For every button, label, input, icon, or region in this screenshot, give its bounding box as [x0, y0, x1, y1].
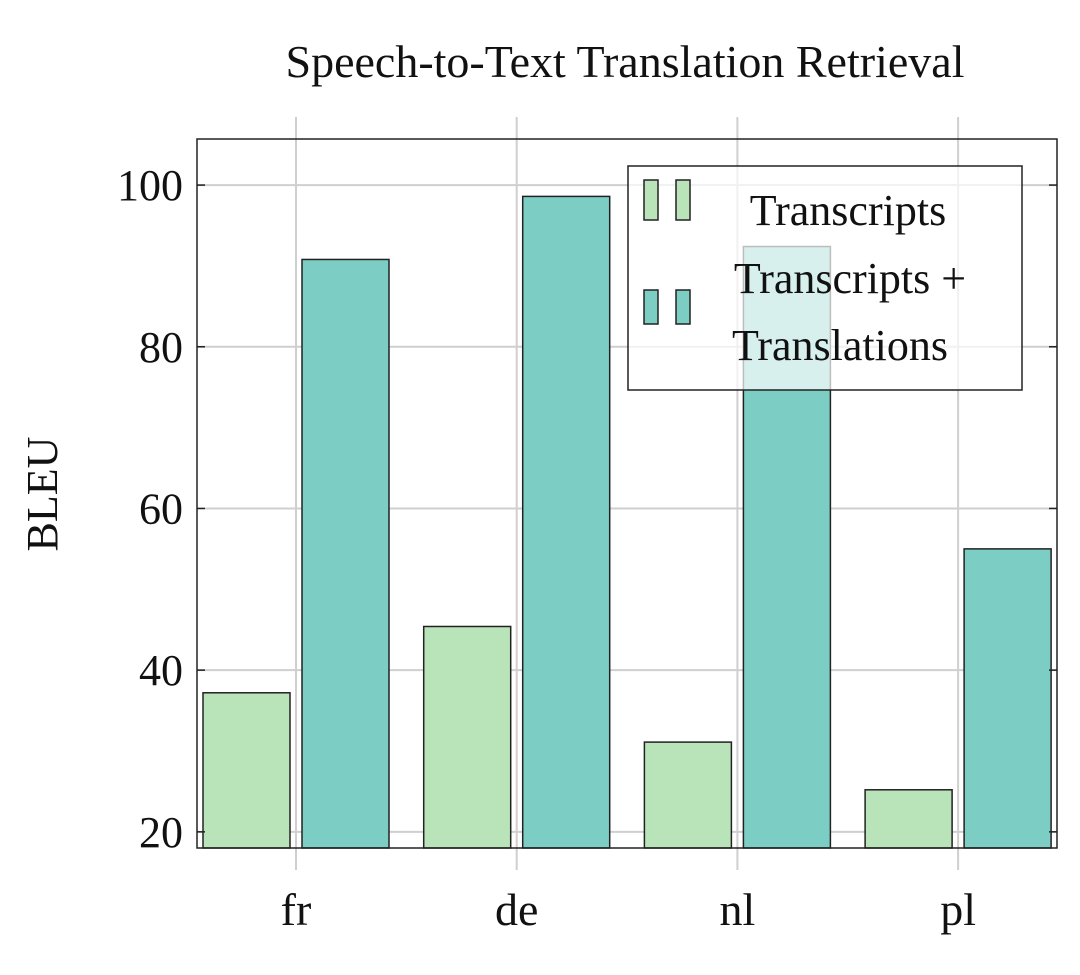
y-tick-label: 60: [139, 484, 183, 533]
bars: [202, 195, 1052, 849]
legend-swatch-translations: [643, 289, 659, 325]
bar-transcripts-pl: [864, 789, 953, 849]
bar-translations-pl: [963, 548, 1052, 849]
x-tick-label: fr: [281, 884, 312, 935]
legend-label-translations-line1: Transcripts +: [734, 254, 966, 303]
legend: Transcripts Transcripts + Translations: [627, 165, 1023, 391]
x-tick-label: nl: [720, 884, 756, 935]
bar-translations-de: [521, 195, 611, 849]
y-tick-label: 40: [139, 646, 183, 695]
y-axis-label: BLEU: [18, 437, 67, 552]
y-tick-label: 80: [139, 323, 183, 372]
legend-label-transcripts: Transcripts: [750, 186, 946, 235]
plot-frame: [196, 138, 1058, 849]
y-tick-label: 20: [139, 808, 183, 857]
legend-swatch-transcripts: [643, 179, 659, 221]
legend-label-translations-line2: Translations: [732, 321, 948, 370]
x-tick-label: de: [495, 884, 538, 935]
chart-title: Speech-to-Text Translation Retrieval: [286, 36, 965, 87]
bar-transcripts-de: [422, 625, 512, 849]
bar-translations-fr: [301, 258, 390, 849]
ticks: 20 40 60 80 100 fr de nl pl: [117, 161, 1057, 935]
bar-transcripts-fr: [202, 692, 291, 849]
bar-transcripts-nl: [643, 741, 733, 849]
legend-box: [627, 165, 1023, 391]
x-tick-label: pl: [940, 884, 976, 935]
legend-swatch-translations: [675, 289, 691, 325]
legend-swatch-transcripts: [675, 179, 691, 221]
y-tick-label: 100: [117, 161, 183, 210]
